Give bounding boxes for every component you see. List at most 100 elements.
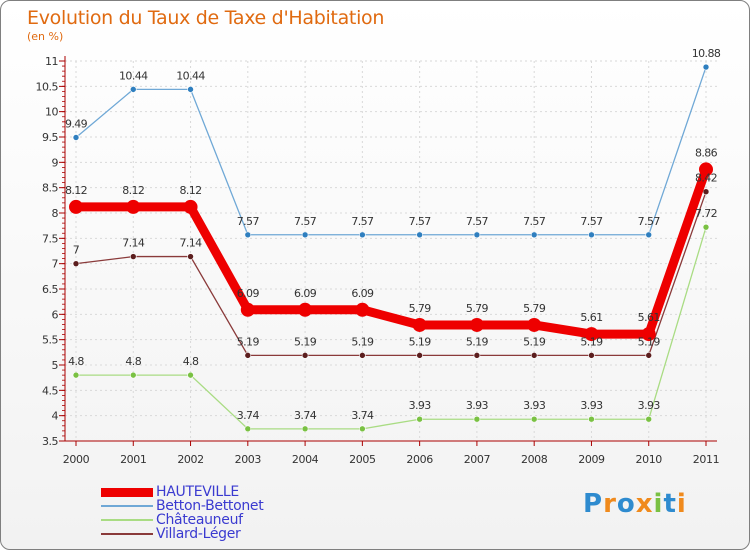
series-line-villard-leger — [75, 191, 707, 357]
point-chateauneuf — [244, 425, 252, 433]
data-label-hauteville: 8.86 — [695, 146, 718, 159]
chart-subtitle: (en %) — [27, 30, 64, 43]
data-label-betton-bettonet: 9.49 — [65, 118, 88, 131]
data-label-betton-bettonet: 7.57 — [237, 215, 260, 228]
data-label-chateauneuf: 3.93 — [638, 399, 661, 412]
point-betton-bettonet — [530, 231, 538, 239]
x-tick-label: 2007 — [464, 453, 491, 466]
y-tick-label: 7.5 — [42, 232, 58, 245]
data-label-betton-bettonet: 10.44 — [119, 69, 148, 82]
data-label-hauteville: 5.79 — [466, 302, 489, 315]
point-hauteville — [469, 317, 484, 332]
data-label-villard-leger: 7.14 — [179, 237, 202, 250]
y-tick-label: 9.5 — [42, 131, 58, 144]
y-tick-label: 11 — [45, 55, 58, 68]
data-label-chateauneuf: 3.74 — [237, 409, 260, 422]
point-chateauneuf — [588, 415, 595, 423]
y-tick-label: 5.5 — [42, 334, 58, 347]
legend: HAUTEVILLE Betton-Bettonet Châteauneuf Vill… — [101, 484, 264, 542]
data-label-villard-leger: 5.19 — [294, 335, 317, 348]
point-villard-leger — [645, 352, 653, 359]
data-label-betton-bettonet: 7.57 — [294, 215, 317, 228]
data-label-betton-bettonet: 7.57 — [409, 215, 432, 228]
x-tick-label: 2009 — [578, 453, 605, 466]
point-hauteville — [183, 199, 198, 214]
point-betton-bettonet — [359, 231, 366, 239]
point-villard-leger — [588, 352, 595, 359]
x-tick-label: 2005 — [349, 453, 376, 466]
x-tick-label: 2010 — [636, 453, 663, 466]
point-betton-bettonet — [72, 134, 80, 141]
data-label-chateauneuf: 3.93 — [409, 399, 432, 412]
series-line-chateauneuf — [76, 227, 707, 430]
data-label-villard-leger: 5.19 — [638, 335, 661, 348]
y-tick-label: 6.5 — [42, 283, 58, 296]
point-hauteville — [69, 199, 83, 214]
legend-label: HAUTEVILLE — [156, 484, 239, 500]
data-label-chateauneuf: 3.74 — [294, 409, 317, 422]
x-tick-label: 2004 — [292, 453, 319, 466]
point-chateauneuf — [416, 415, 423, 423]
data-label-chateauneuf: 7.72 — [695, 207, 717, 220]
proxiti-logo: Proxiti — [583, 489, 687, 519]
point-hauteville — [298, 302, 313, 317]
legend-swatch — [101, 533, 153, 535]
y-tick-label: 4 — [52, 410, 59, 423]
data-label-hauteville: 5.79 — [523, 302, 546, 315]
x-tick-label: 2001 — [120, 453, 146, 466]
point-chateauneuf — [645, 415, 653, 423]
point-chateauneuf — [473, 415, 481, 423]
legend-item-hauteville: HAUTEVILLE — [101, 484, 263, 500]
y-tick-label: 4.5 — [42, 384, 58, 397]
x-tick-label: 2002 — [177, 453, 203, 466]
y-tick-label: 3.5 — [42, 435, 58, 448]
data-label-villard-leger: 5.19 — [580, 335, 603, 348]
y-tick-label: 10.5 — [36, 80, 59, 93]
y-tick-label: 8 — [52, 207, 59, 220]
data-label-betton-bettonet: 7.57 — [580, 215, 603, 228]
point-betton-bettonet — [645, 231, 653, 239]
point-chateauneuf — [187, 371, 194, 379]
point-hauteville — [699, 162, 713, 177]
data-label-betton-bettonet: 7.57 — [351, 215, 374, 228]
point-villard-leger — [244, 352, 252, 359]
data-label-hauteville: 5.61 — [638, 311, 660, 324]
point-villard-leger — [416, 352, 423, 359]
point-villard-leger — [702, 188, 710, 196]
y-tick-label: 10 — [45, 106, 58, 119]
point-betton-bettonet — [129, 86, 137, 93]
point-villard-leger — [187, 253, 194, 260]
point-betton-bettonet — [244, 231, 252, 239]
x-tick-label: 2011 — [693, 453, 719, 466]
legend-swatch — [101, 487, 153, 497]
data-label-villard-leger: 5.19 — [466, 335, 489, 348]
data-label-hauteville: 6.09 — [351, 287, 374, 300]
legend-label: Châteauneuf — [156, 512, 243, 528]
data-label-chateauneuf: 4.8 — [125, 355, 141, 368]
point-chateauneuf — [72, 371, 80, 379]
data-label-villard-leger: 7.14 — [122, 237, 145, 250]
data-label-hauteville: 8.12 — [179, 184, 201, 197]
series-line-betton-bettonet — [75, 66, 707, 236]
data-label-villard-leger: 5.19 — [523, 335, 546, 348]
logo-letter: r — [603, 489, 617, 519]
point-hauteville — [355, 302, 370, 317]
point-chateauneuf — [702, 223, 710, 231]
plot-area — [65, 61, 717, 441]
point-hauteville — [126, 199, 141, 214]
series-line-hauteville — [71, 164, 711, 339]
data-label-hauteville: 6.09 — [237, 287, 260, 300]
data-label-villard-leger: 7 — [73, 244, 80, 257]
point-villard-leger — [72, 260, 80, 267]
data-label-hauteville: 6.09 — [294, 287, 317, 300]
point-betton-bettonet — [301, 231, 309, 239]
point-hauteville — [240, 302, 255, 317]
point-betton-bettonet — [187, 86, 194, 93]
legend-item-chateauneuf: Châteauneuf — [101, 512, 263, 528]
point-hauteville — [641, 327, 656, 342]
data-label-betton-bettonet: 10.44 — [176, 69, 205, 82]
y-tick-label: 5 — [52, 359, 59, 372]
data-label-betton-bettonet: 10.88 — [692, 47, 721, 60]
